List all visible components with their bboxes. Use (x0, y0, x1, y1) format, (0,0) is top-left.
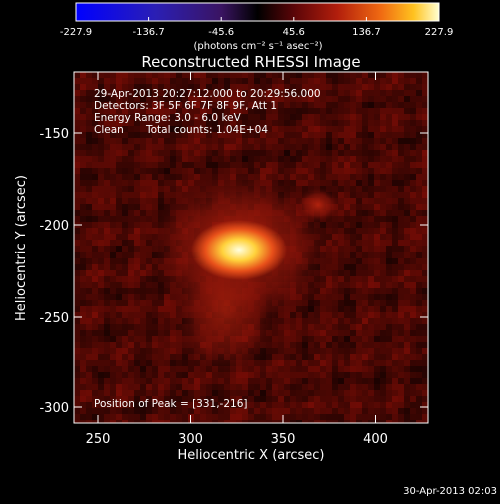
total-counts: Total counts: 1.04E+04 (145, 124, 268, 136)
image-plot (73, 71, 429, 424)
colorbar-ticks (75, 17, 440, 21)
x-axis (97, 72, 376, 423)
colorbar-tick-label: 227.9 (425, 27, 454, 38)
x-tick-label: 350 (271, 432, 296, 447)
y-axis-label: Heliocentric Y (arcsec) (14, 175, 29, 321)
colorbar-tick-label: 45.6 (283, 27, 305, 38)
x-tick-label: 300 (178, 432, 203, 447)
x-tick-label: 400 (363, 432, 388, 447)
colorbar-tick-label: -227.9 (60, 27, 92, 38)
colorbar-tick-label: 136.7 (352, 27, 381, 38)
colorbar-units: (photons cm⁻² s⁻¹ asec⁻²) (193, 41, 322, 52)
y-tick-label: -300 (39, 401, 69, 416)
x-axis-label: Heliocentric X (arcsec) (178, 448, 325, 463)
footer-timestamp: 30-Apr-2013 02:03 (403, 486, 497, 497)
plot-title: Reconstructed RHESSI Image (141, 53, 360, 71)
time-range: 29-Apr-2013 20:27:12.000 to 20:29:56.000 (94, 88, 321, 100)
colorbar-tick-label: -45.6 (208, 27, 234, 38)
x-tick-label: 250 (86, 432, 111, 447)
colorbar-tick-label: -136.7 (132, 27, 164, 38)
peak-position: Position of Peak = [331,-216] (94, 398, 248, 410)
detectors: Detectors: 3F 5F 6F 7F 8F 9F, Att 1 (94, 100, 277, 112)
plot-frame (73, 71, 429, 424)
info-block: 29-Apr-2013 20:27:12.000 to 20:29:56.000… (94, 88, 321, 136)
y-tick-label: -250 (39, 311, 69, 326)
colorbar: -227.9 -136.7 -45.6 45.6 136.7 227.9 (ph… (60, 2, 454, 52)
y-axis (74, 132, 428, 408)
energy-range: Energy Range: 3.0 - 6.0 keV (94, 112, 242, 124)
y-tick-label: -200 (39, 219, 69, 234)
flare-source (191, 220, 287, 280)
clean-method: Clean (94, 124, 124, 136)
y-tick-label: -150 (39, 127, 69, 142)
